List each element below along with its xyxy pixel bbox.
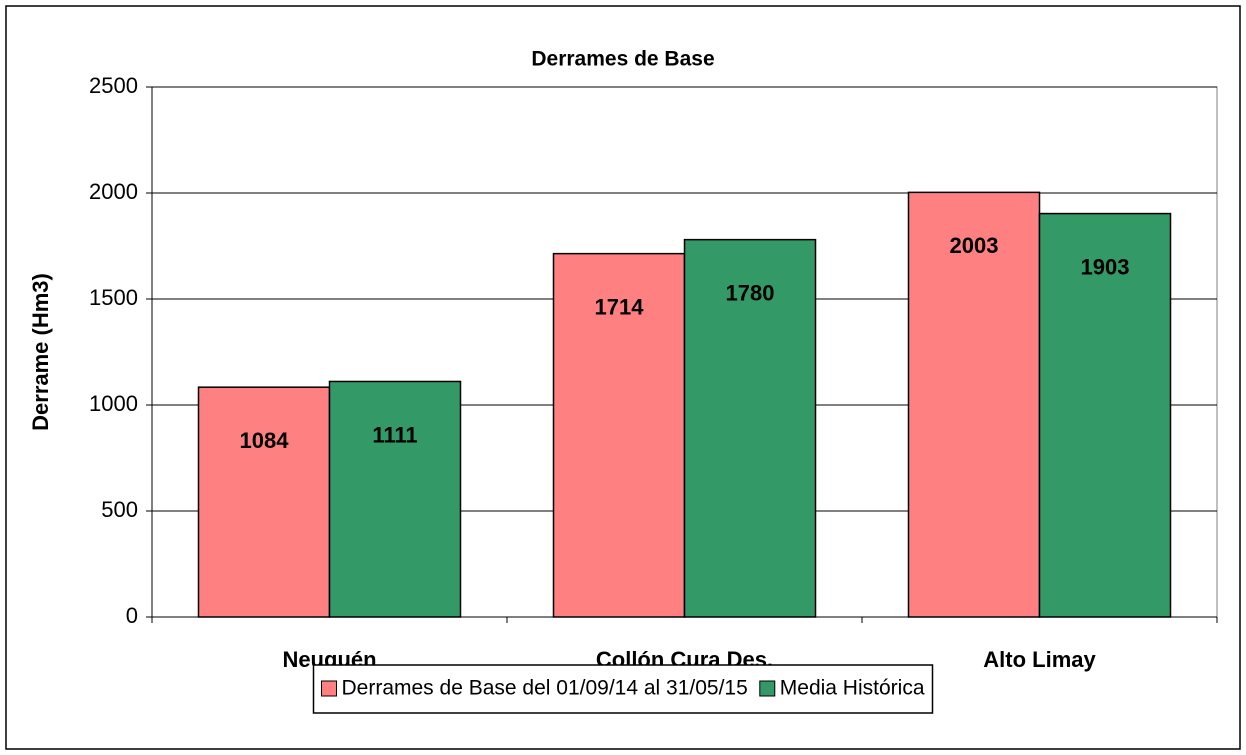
bar bbox=[683, 238, 817, 618]
y-tick-label: 2000 bbox=[89, 179, 138, 204]
data-label: 2003 bbox=[950, 233, 999, 258]
y-tick-label: 1500 bbox=[89, 285, 138, 310]
x-tick-label: Alto Limay bbox=[983, 647, 1096, 672]
legend-label: Media Histórica bbox=[780, 677, 925, 700]
data-label: 1084 bbox=[240, 428, 290, 453]
data-label: 1111 bbox=[372, 422, 417, 447]
legend-swatch bbox=[321, 680, 337, 697]
data-label: 1780 bbox=[726, 280, 775, 305]
legend-label: Derrames de Base del 01/09/14 al 31/05/1… bbox=[342, 677, 748, 700]
bar bbox=[197, 386, 331, 618]
y-tick-label: 2500 bbox=[89, 73, 138, 98]
bar bbox=[552, 252, 686, 618]
chart-title: Derrames de Base bbox=[531, 48, 714, 71]
data-label: 1714 bbox=[595, 294, 645, 319]
bar bbox=[328, 380, 462, 618]
y-tick-label: 1000 bbox=[89, 391, 138, 416]
bar bbox=[1038, 212, 1172, 618]
legend-swatch bbox=[759, 680, 776, 697]
legend: Derrames de Base del 01/09/14 al 31/05/1… bbox=[312, 664, 934, 714]
y-tick-label: 0 bbox=[126, 603, 138, 628]
legend-box bbox=[312, 664, 934, 714]
y-axis-title: Derrame (Hm3) bbox=[28, 273, 53, 431]
y-tick-label: 500 bbox=[101, 497, 138, 522]
data-label: 1903 bbox=[1081, 254, 1130, 279]
